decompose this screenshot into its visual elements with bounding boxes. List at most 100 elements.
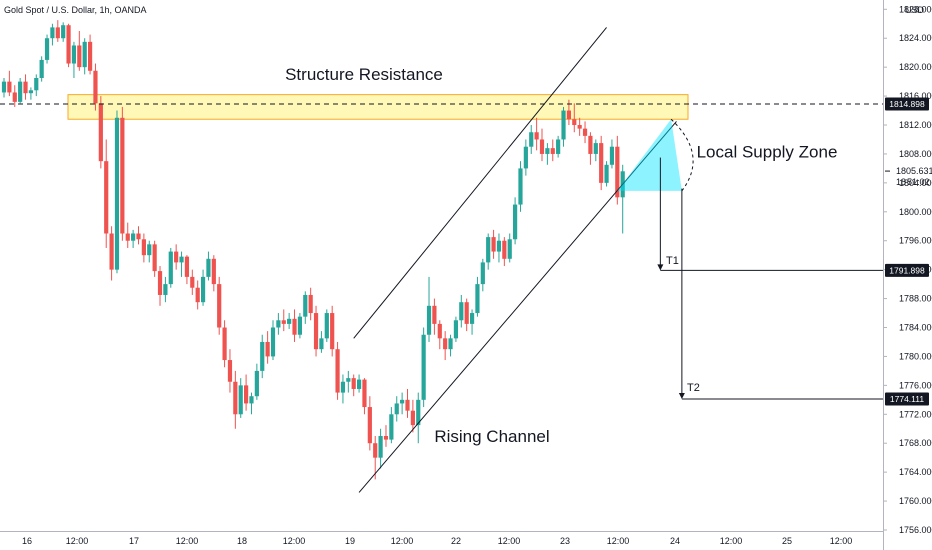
candle-bull (324, 313, 329, 339)
candle-bull (1, 81, 7, 93)
t2-price-tag-bg (885, 392, 929, 406)
candle-bull (561, 110, 566, 140)
x-tick-label: 12:00 (607, 536, 630, 546)
candle-bull (389, 414, 394, 440)
y-tick-label: 1756.000 (899, 525, 932, 535)
candle-bear (93, 70, 98, 104)
y-tick-label: 1804.000 (899, 178, 932, 188)
candle-bull (34, 78, 39, 91)
candle-bear (136, 233, 141, 240)
candle-bull (276, 320, 281, 328)
candle-bear (351, 378, 356, 389)
candle-bull (378, 435, 383, 458)
x-tick-label: 25 (782, 536, 792, 546)
rising-channel-label: Rising Channel (434, 427, 549, 446)
candle-bear (577, 125, 582, 129)
candle-bear (174, 251, 179, 263)
candle-bear (195, 287, 200, 303)
candle-bear (125, 233, 130, 241)
x-tick-label: 19 (345, 536, 355, 546)
y-tick-label: 1800.000 (899, 207, 932, 217)
candle-bull (400, 399, 405, 404)
candle-bear (12, 92, 17, 102)
y-tick-label: 1780.000 (899, 351, 932, 361)
local-supply-zone-label: Local Supply Zone (697, 143, 838, 162)
x-tick-label: 16 (22, 536, 32, 546)
t1-price-tag: 1791.898 (889, 265, 925, 275)
candle-bull (39, 59, 44, 79)
candle-bear (222, 327, 227, 361)
channel-upper-line (353, 27, 607, 339)
candle-bull (163, 284, 168, 295)
candle-bear (330, 313, 335, 350)
candle-bull (421, 334, 426, 400)
candle-bear (437, 323, 442, 339)
x-tick-label: 22 (451, 536, 461, 546)
candle-bull (356, 379, 362, 389)
y-tick-label: 1824.000 (899, 33, 932, 43)
y-tick-label: 1820.000 (899, 62, 932, 72)
candle-bull (50, 27, 55, 39)
candle-bull (61, 25, 66, 39)
candle-bear (23, 81, 28, 94)
y-tick-label: 1776.000 (899, 380, 932, 390)
candle-bear (410, 410, 415, 426)
candle-bull (394, 403, 399, 415)
candle-bull (82, 41, 87, 68)
candle-bear (104, 161, 109, 234)
candle-bull (609, 146, 615, 165)
candle-bull (18, 81, 23, 102)
candle-bear (491, 237, 496, 252)
candle-bull (480, 262, 485, 285)
candle-bear (77, 45, 82, 68)
channel-lower-line (358, 121, 677, 493)
candle-bull (287, 318, 292, 324)
candle-bear (157, 271, 163, 295)
candle-bear (152, 244, 157, 272)
candle-bull (340, 381, 346, 393)
candle-bear (308, 294, 313, 314)
chart-title: Gold Spot / U.S. Dollar, 1h, OANDA (4, 5, 147, 15)
candle-bull (28, 90, 33, 94)
local-supply-zone (617, 119, 682, 191)
candle-bear (217, 284, 222, 328)
x-tick-label: 18 (237, 536, 247, 546)
candle-bear (582, 128, 588, 136)
candle-bull (523, 146, 528, 169)
candle-bear (55, 27, 60, 39)
candle-bull (147, 244, 152, 256)
x-tick-label: 12:00 (391, 536, 414, 546)
candle-bull (260, 341, 265, 371)
supply-zone-curve (670, 118, 694, 192)
candle-bull (604, 164, 609, 183)
candle-bull (545, 148, 550, 154)
y-tick-label: 1784.000 (899, 323, 932, 333)
candle-bear (227, 360, 233, 382)
t2-arrow-head (678, 393, 685, 400)
candle-bull (469, 313, 475, 324)
candle-bull (319, 338, 324, 350)
x-tick-label: 17 (129, 536, 139, 546)
candle-bear (7, 81, 12, 93)
candle-bull (529, 132, 534, 147)
x-tick-label: 23 (560, 536, 570, 546)
candle-bear (534, 132, 539, 140)
candle-bear (599, 143, 604, 183)
candle-bull (346, 378, 351, 382)
countdown-prefix: 18 (896, 177, 906, 187)
candle-bear (362, 379, 367, 408)
candle-bear (141, 239, 146, 256)
candle-bear (405, 399, 410, 411)
candle-bear (588, 135, 593, 154)
x-tick-label: 12:00 (830, 536, 853, 546)
structure-resistance-label: Structure Resistance (285, 65, 443, 84)
candle-bear (335, 349, 340, 393)
candle-bear (383, 435, 389, 440)
y-tick-label: 1764.000 (899, 467, 932, 477)
candle-bear (367, 407, 372, 444)
candle-bear (572, 119, 577, 126)
x-tick-label: 12:00 (283, 536, 306, 546)
candle-bear (233, 381, 238, 415)
candle-bear (87, 41, 93, 71)
